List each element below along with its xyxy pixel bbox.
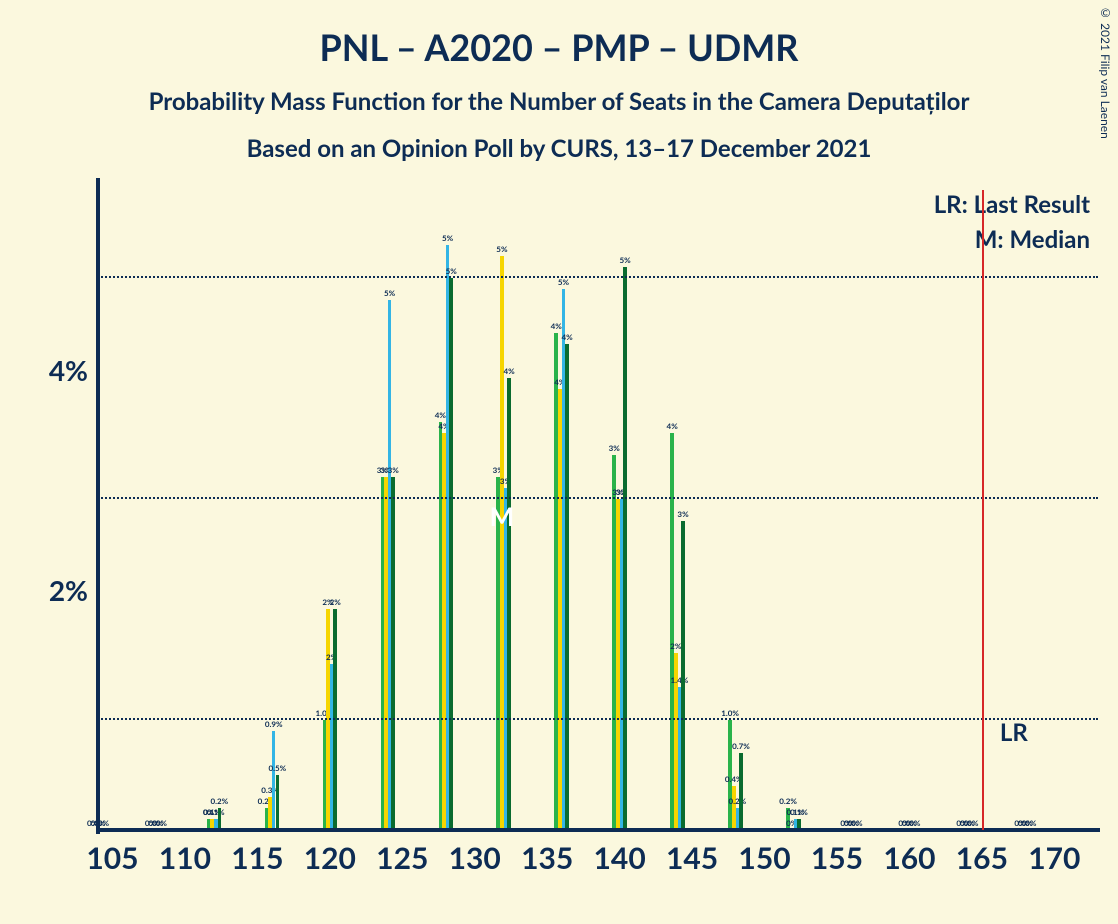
bar-value-label: 5% [384,288,395,298]
bar-value-label: 4% [667,421,678,431]
bar-value-label: 0.2% [210,796,228,806]
x-tick-label: 135 [521,840,573,876]
bar-value-label: 5% [619,255,630,265]
x-tick-label: 160 [883,840,935,876]
bar-value-label: 3% [388,465,399,475]
bar-value-label: 3% [677,509,688,519]
bar [218,808,222,830]
bar [739,753,743,830]
x-tick-label: 170 [1028,840,1080,876]
bars-container: 0%0%0%0%0%0%0%0%0%0.1%0.1%0.2%0.2%0.3%0.… [98,190,1098,830]
x-tick-label: 125 [376,840,428,876]
bar-value-label: 2% [670,641,681,651]
y-tick-label: 4% [49,353,88,387]
plot-area: 0%0%0%0%0%0%0%0%0%0.1%0.1%0.2%0.2%0.3%0.… [98,190,1098,830]
x-tick-label: 145 [666,840,718,876]
bar [565,344,569,830]
bar-value-label: 0% [967,818,978,828]
legend-lr: LR: Last Result [934,190,1090,219]
x-tick-label: 110 [159,840,211,876]
bar-value-label: 0.1% [207,807,225,817]
x-axis [96,828,1100,832]
bar-value-label: 0.2% [728,796,746,806]
bar-value-label: 4% [551,321,562,331]
bar-value-label: 1.0% [721,708,739,718]
lr-marker-label: LR [1000,718,1028,747]
x-tick-label: 165 [956,840,1008,876]
bar-value-label: 0.5% [268,763,286,773]
gridline [98,276,1098,278]
x-tick-label: 140 [594,840,646,876]
bar-value-label: 5% [442,233,453,243]
bar-value-label: 0.9% [265,719,283,729]
bar [333,609,337,830]
bar-value-label: 5% [558,277,569,287]
chart-subtitle-2: Based on an Opinion Poll by CURS, 13–17 … [0,134,1118,163]
bar-value-label: 0% [1025,818,1036,828]
bar-value-label: 0% [156,818,167,828]
chart-title: PNL – A2020 – PMP – UDMR [0,0,1118,69]
x-tick-label: 150 [738,840,790,876]
bar [449,278,453,830]
x-axis-labels: 1051101151201251301351401451501551601651… [98,840,1098,890]
median-marker: M [490,500,515,532]
bar-value-label: 4% [562,332,573,342]
bar-value-label: 5% [496,244,507,254]
x-tick-label: 115 [231,840,283,876]
x-tick-label: 155 [811,840,863,876]
bar [276,775,280,830]
last-result-line [982,190,984,830]
bar [681,521,685,830]
chart-subtitle-1: Probability Mass Function for the Number… [0,87,1118,116]
bar [391,477,395,830]
bar-value-label: 2% [330,597,341,607]
y-tick-label: 2% [49,573,88,607]
bar [507,378,511,830]
bar-value-label: 4% [504,366,515,376]
bar-value-label: 0.7% [732,741,750,751]
x-tick-label: 120 [304,840,356,876]
bar-value-label: 0.1% [790,807,808,817]
bar-value-label: 1.4% [671,675,689,685]
bar [623,267,627,830]
legend-m: M: Median [975,225,1090,254]
gridline [98,718,1098,720]
bar-value-label: 0.2% [779,796,797,806]
bar-value-label: 3% [609,443,620,453]
copyright-text: © 2021 Filip van Laenen [1098,5,1113,139]
bar-value-label: 0% [909,818,920,828]
x-tick-label: 105 [86,840,138,876]
bar-value-label: 0% [851,818,862,828]
x-tick-label: 130 [449,840,501,876]
bar-value-label: 5% [446,266,457,276]
bar-value-label: 4% [435,410,446,420]
gridline [98,497,1098,499]
